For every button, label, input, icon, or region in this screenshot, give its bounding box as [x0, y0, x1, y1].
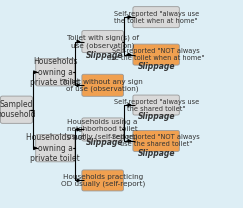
Text: Slippage: Slippage [86, 51, 123, 60]
Text: Households practicing
OD usually (self-report): Households practicing OD usually (self-r… [61, 174, 145, 187]
FancyBboxPatch shape [82, 74, 123, 96]
Text: Self-reported "NOT always
use the toilet when at home": Self-reported "NOT always use the toilet… [107, 48, 205, 61]
Text: Toilet with sign(s) of
use (observation): Toilet with sign(s) of use (observation) [67, 35, 139, 49]
Text: Self-reported "NOT always
use the shared toilet": Self-reported "NOT always use the shared… [112, 134, 200, 147]
FancyBboxPatch shape [82, 118, 123, 141]
Text: Slippage: Slippage [138, 112, 175, 121]
Text: Toilet without any sign
of use (observation): Toilet without any sign of use (observat… [62, 79, 143, 92]
FancyBboxPatch shape [0, 96, 32, 123]
Text: Self-reported "always use
the shared toilet": Self-reported "always use the shared toi… [113, 99, 199, 111]
Text: Slippage: Slippage [138, 62, 175, 72]
FancyBboxPatch shape [82, 31, 123, 53]
Text: Sampled
household: Sampled household [0, 100, 36, 119]
Text: Slippage: Slippage [138, 149, 175, 158]
Text: Households
owning a
private toilet: Households owning a private toilet [30, 57, 80, 87]
FancyBboxPatch shape [82, 170, 123, 191]
Text: Households not
owning a
private toilet: Households not owning a private toilet [26, 133, 85, 163]
Text: Self-reported "always use
the toilet when at home": Self-reported "always use the toilet whe… [113, 11, 199, 24]
FancyBboxPatch shape [133, 130, 179, 151]
FancyBboxPatch shape [36, 135, 75, 162]
Text: Households using a
neighborhood toilet
usually (self-report): Households using a neighborhood toilet u… [67, 119, 138, 140]
FancyBboxPatch shape [133, 44, 179, 65]
FancyBboxPatch shape [36, 59, 75, 86]
FancyBboxPatch shape [133, 95, 179, 115]
Text: Slippage: Slippage [86, 138, 123, 147]
FancyBboxPatch shape [133, 7, 179, 28]
